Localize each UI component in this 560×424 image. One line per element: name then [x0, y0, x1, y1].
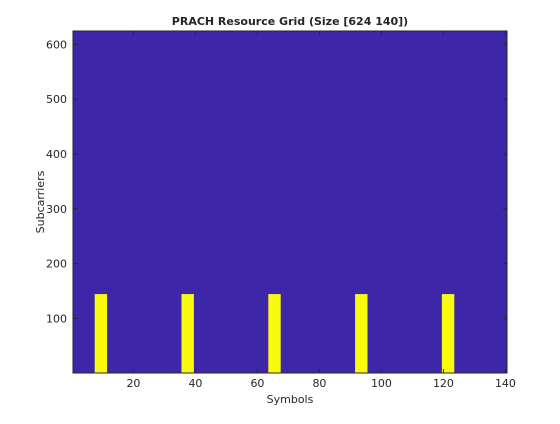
y-tick-label: 500 [46, 93, 67, 106]
plot-background [73, 31, 507, 373]
x-tick-label: 100 [371, 377, 392, 390]
y-axis-label: Subcarriers [34, 170, 47, 233]
y-tick-label: 600 [46, 38, 67, 51]
chart-title: PRACH Resource Grid (Size [624 140]) [172, 15, 408, 28]
x-tick-label: 40 [188, 377, 202, 390]
active-block-1 [94, 294, 108, 373]
active-block-5 [441, 294, 455, 373]
y-tick-label: 400 [46, 148, 67, 161]
axes: 20 40 60 80 100 120 140 100 200 300 400 500 600 [46, 30, 516, 390]
y-tick-label: 100 [46, 312, 67, 325]
active-blocks [94, 294, 455, 373]
x-tick-label: 60 [250, 377, 264, 390]
active-block-2 [181, 294, 194, 373]
x-tick-label: 80 [312, 377, 326, 390]
y-tick-label: 200 [46, 258, 67, 271]
plot-frame [72, 30, 508, 374]
active-block-3 [268, 294, 281, 373]
x-tick-label: 140 [495, 377, 516, 390]
y-tick-label: 300 [46, 203, 67, 216]
x-axis-label: Symbols [267, 393, 314, 406]
x-tick-label: 20 [126, 377, 140, 390]
active-block-4 [355, 294, 368, 373]
x-tick-label: 120 [433, 377, 454, 390]
